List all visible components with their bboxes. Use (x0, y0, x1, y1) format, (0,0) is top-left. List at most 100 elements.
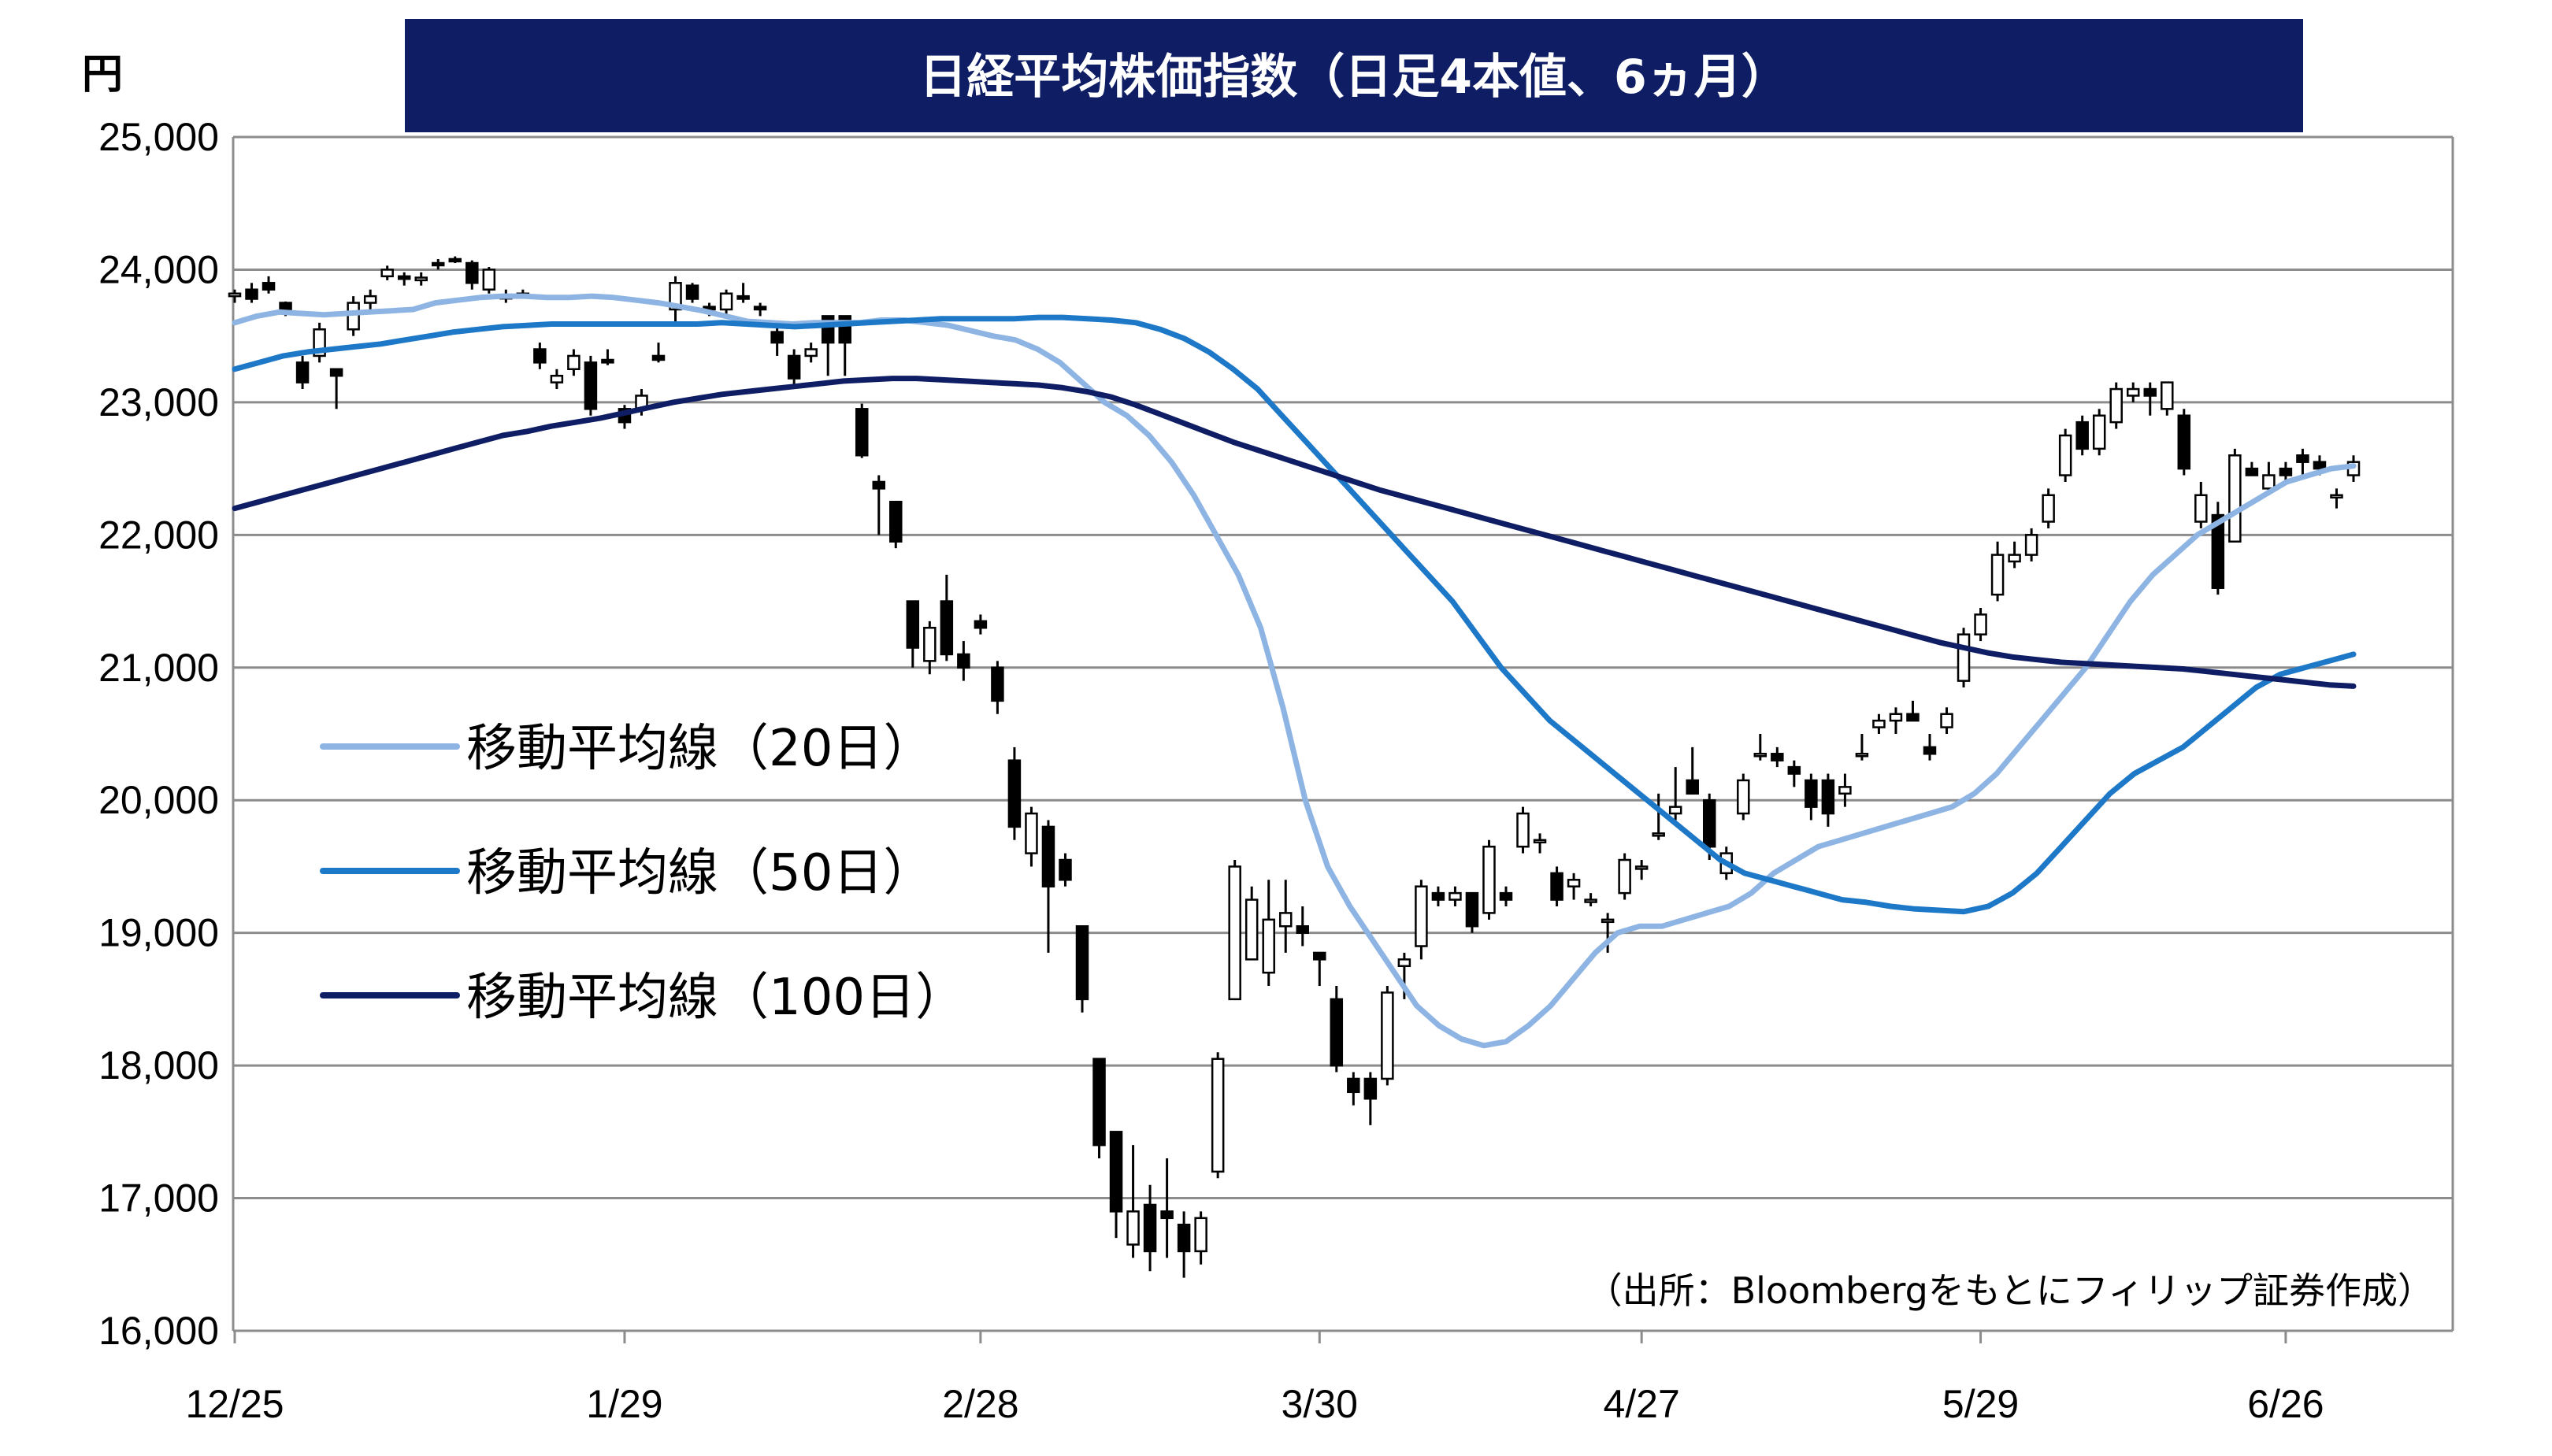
candle (2109, 382, 2123, 429)
candle-body (2161, 381, 2174, 410)
candle (601, 349, 614, 365)
candle (1855, 734, 1869, 761)
candle-body (872, 480, 886, 490)
candle (669, 276, 682, 323)
candle (1059, 853, 1072, 887)
candle (347, 296, 360, 336)
candle (940, 574, 954, 661)
candle-body (1838, 786, 1852, 795)
candle (1634, 860, 1649, 880)
x-tick-label: 3/30 (1282, 1382, 1358, 1426)
candle-body (889, 500, 903, 543)
candle-body (1516, 812, 1530, 848)
candle (466, 260, 479, 290)
candle-body (1160, 1210, 1174, 1220)
candle-body (279, 302, 292, 311)
candle-body (2245, 467, 2259, 476)
candle (1923, 734, 1937, 761)
candle-body (991, 666, 1004, 702)
candle (1228, 860, 1241, 1001)
candle-body (1482, 845, 1496, 914)
candle (363, 289, 377, 309)
candle (1940, 707, 1953, 734)
candle-body (295, 361, 310, 383)
candle-body (2008, 554, 2021, 563)
candle-body (1347, 1077, 1360, 1094)
x-tick-label: 2/28 (942, 1382, 1018, 1426)
candle-body (736, 295, 750, 300)
candle (685, 283, 699, 303)
candle-body (1990, 554, 2005, 596)
candle (1160, 1158, 1174, 1258)
x-tick-label: 4/27 (1603, 1382, 1679, 1426)
candle-body (245, 288, 258, 300)
candle-body (957, 653, 970, 669)
candle-body (1550, 872, 1563, 901)
candle-body (1194, 1217, 1207, 1253)
candle-body (685, 284, 699, 300)
candle (2161, 381, 2174, 416)
candle-body (1906, 713, 1920, 722)
candle-body (1634, 865, 1649, 870)
candle-body (1974, 613, 1987, 635)
candle (2126, 382, 2140, 402)
candle (380, 265, 394, 280)
candle-body (347, 302, 360, 331)
legend-item: 移動平均線（20日） (320, 720, 933, 778)
candle-body (1313, 951, 1326, 961)
candle-body (770, 331, 784, 344)
candle (872, 475, 886, 535)
candle (1533, 833, 1547, 854)
candle (295, 355, 310, 390)
candle-body (2126, 387, 2140, 397)
candle-body (2092, 414, 2106, 450)
candle (2058, 428, 2072, 482)
candle (1092, 1058, 1106, 1159)
candle (1143, 1184, 1157, 1272)
x-axis-ticks: 12/25 1/29 2/28 3/30 4/27 5/29 6/26 (185, 1331, 2324, 1426)
candle (533, 343, 547, 369)
candle (1787, 760, 1801, 787)
y-tick-label: 23,000 (98, 380, 219, 424)
candle (584, 355, 598, 416)
ma-line (232, 314, 2357, 915)
candle (1278, 880, 1293, 953)
candle (1567, 872, 1581, 900)
candle-body (2058, 434, 2072, 476)
candle-body (1787, 765, 1801, 775)
candle (1041, 820, 1055, 953)
candle (1177, 1211, 1191, 1278)
candle-body (363, 295, 377, 304)
candle (1686, 747, 1699, 795)
candle-body (719, 292, 733, 311)
candle (482, 267, 496, 294)
candle (1415, 880, 1428, 960)
candle-body (1381, 991, 1394, 1080)
candle (1652, 793, 1665, 840)
candle (906, 600, 920, 668)
candle-body (1533, 839, 1547, 844)
source-note: （出所：Bloombergをもとにフィリップ証券作成） (1586, 1269, 2434, 1312)
candle (923, 621, 937, 675)
candle (1990, 541, 2005, 602)
candle-body (1397, 958, 1411, 968)
candle (414, 272, 428, 286)
candle-body (1872, 719, 1886, 728)
candle-body (2262, 474, 2276, 490)
candle (1075, 924, 1089, 1013)
candle-body (906, 600, 920, 649)
candle (2245, 461, 2259, 476)
candle (1516, 806, 1530, 854)
candle (719, 289, 733, 317)
candle (1668, 767, 1682, 821)
candle (2024, 528, 2038, 562)
y-tick-label: 20,000 (98, 778, 219, 822)
candle-body (1330, 998, 1344, 1067)
y-tick-label: 22,000 (98, 513, 219, 557)
candle-body (2177, 414, 2191, 470)
candle (397, 272, 411, 286)
candle (431, 258, 445, 270)
candle-body (1753, 753, 1767, 758)
candle-body (466, 261, 479, 284)
